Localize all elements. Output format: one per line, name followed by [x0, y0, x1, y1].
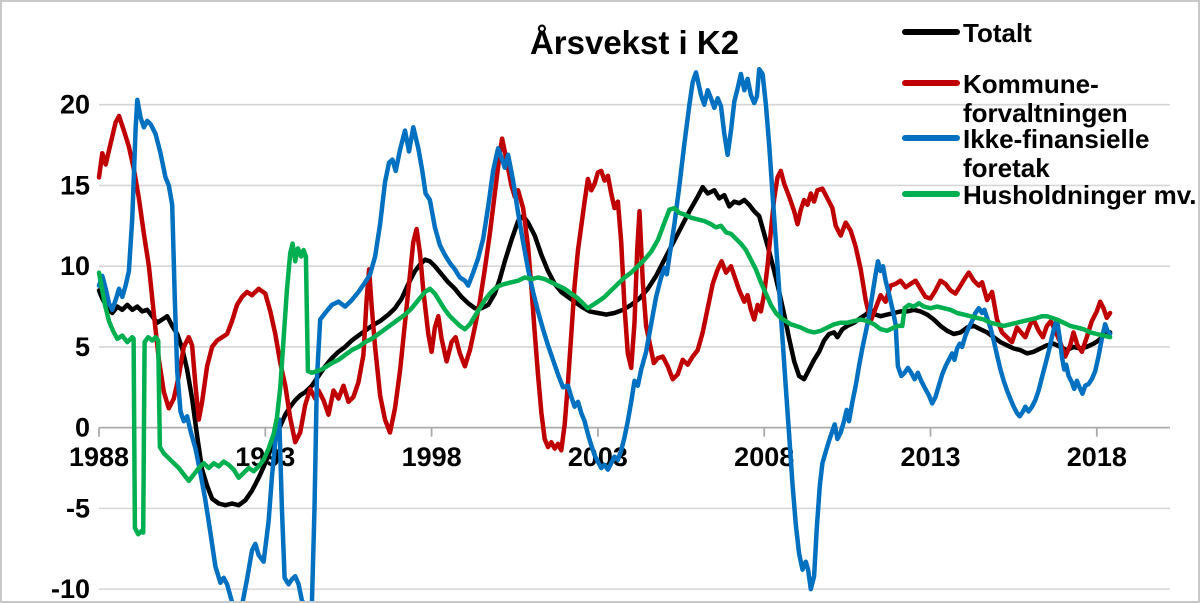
- x-tick-label-1998: 1998: [402, 442, 462, 472]
- y-tick-label-5: 5: [75, 332, 90, 362]
- chart-title: Årsvekst i K2: [529, 24, 740, 61]
- y-tick-label--10: -10: [51, 574, 90, 603]
- y-tick-label-20: 20: [60, 90, 90, 120]
- x-tick-label-2013: 2013: [900, 442, 960, 472]
- x-tick-label-2008: 2008: [734, 442, 794, 472]
- y-tick-label-0: 0: [75, 413, 90, 443]
- y-tick-label-10: 10: [60, 251, 90, 281]
- series-line-ikke-finansielle-foretak: [96, 66, 1113, 601]
- series-line-husholdninger-mv: [96, 205, 1113, 537]
- series-line-kommuneforvaltningen: [96, 113, 1113, 453]
- y-tick-label--5: -5: [66, 493, 90, 523]
- x-tick-label-1988: 1988: [69, 442, 129, 472]
- x-tick-label-2018: 2018: [1067, 442, 1127, 472]
- y-tick-label-15: 15: [60, 170, 90, 200]
- series-line-totalt: [96, 184, 1113, 508]
